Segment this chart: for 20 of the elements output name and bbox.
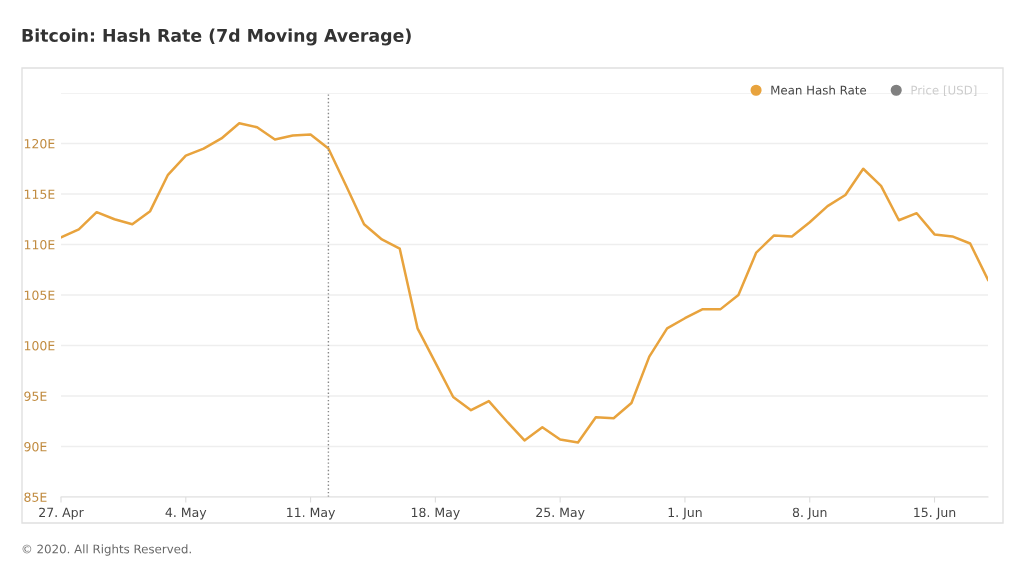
y-tick-label: 120E: [24, 138, 55, 149]
text: © 2020. All Rights Reserved.: [22, 544, 191, 556]
legend-label: Mean Hash Rate: [771, 85, 867, 95]
y-tick-label: 110E: [24, 239, 55, 250]
x-tick-label: 1. Jun: [668, 507, 702, 520]
y-tick-label: 90E: [24, 441, 47, 452]
x-tick-label: 18. May: [411, 507, 460, 520]
x-tick-label: 25. May: [536, 507, 585, 520]
x-tick-label: 4. May: [165, 507, 207, 520]
y-tick-label: 115E: [24, 189, 55, 199]
y-tick-label: 105E: [24, 290, 55, 300]
x-tick-label: 15. Jun: [914, 507, 956, 520]
x-tick-label: 11. May: [287, 507, 336, 520]
line-series: [61, 122, 988, 444]
y-tick-label: 100E: [24, 340, 55, 351]
x-tick-label: 27. Apr: [39, 507, 84, 520]
x-tick-label: 8. Jun: [792, 507, 827, 520]
y-tick-label: 95E: [24, 391, 47, 401]
chart-title: Bitcoin: Hash Rate (7d Moving Average): [22, 28, 411, 46]
y-tick-label: 85E: [24, 492, 47, 502]
